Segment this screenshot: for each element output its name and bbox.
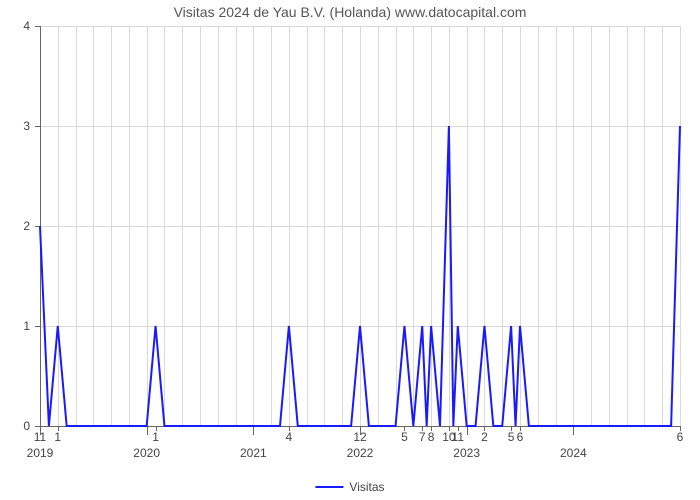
series-line [0, 0, 700, 500]
chart-container: Visitas 2024 de Yau B.V. (Holanda) www.d… [0, 0, 700, 500]
